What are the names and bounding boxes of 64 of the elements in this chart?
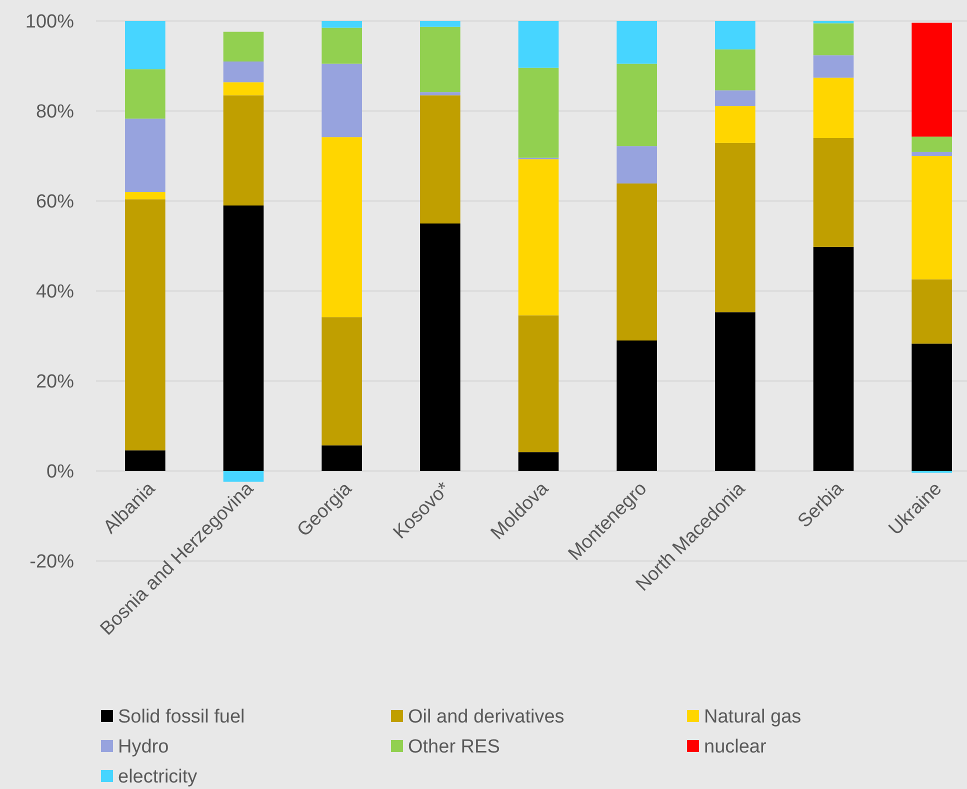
bar bbox=[616, 64, 657, 146]
bar bbox=[616, 340, 657, 471]
bar bbox=[813, 78, 854, 138]
bar bbox=[813, 246, 854, 471]
bar bbox=[912, 156, 952, 280]
bar bbox=[223, 62, 264, 82]
y-tick-label: 80% bbox=[36, 102, 74, 123]
bar bbox=[518, 68, 559, 158]
y-tick-label: 0% bbox=[46, 462, 74, 483]
legend-label: nuclear bbox=[704, 736, 767, 758]
legend-label: Oil and derivatives bbox=[408, 706, 564, 728]
bar bbox=[715, 312, 756, 471]
bar bbox=[223, 32, 264, 62]
bar bbox=[715, 142, 756, 312]
legend-label: Other RES bbox=[408, 736, 500, 758]
bar bbox=[518, 315, 559, 452]
bar bbox=[125, 192, 166, 200]
bar bbox=[322, 28, 362, 64]
bar bbox=[125, 199, 166, 450]
bar bbox=[616, 183, 657, 340]
bar bbox=[322, 317, 362, 446]
y-tick-label: 40% bbox=[36, 282, 74, 303]
bar bbox=[420, 92, 460, 96]
bar bbox=[912, 22, 952, 137]
bar bbox=[420, 224, 460, 471]
bar bbox=[223, 471, 264, 482]
bar bbox=[912, 344, 952, 471]
bar bbox=[518, 21, 559, 68]
bar bbox=[125, 69, 166, 119]
bar bbox=[322, 445, 362, 471]
bar bbox=[715, 90, 756, 106]
bar bbox=[518, 159, 559, 316]
y-tick-label: 20% bbox=[36, 372, 74, 393]
legend-label: electricity bbox=[118, 766, 198, 788]
bar bbox=[813, 23, 854, 56]
bar bbox=[223, 206, 264, 471]
bar bbox=[616, 146, 657, 184]
bar bbox=[125, 450, 166, 471]
y-tick-label: -20% bbox=[30, 552, 74, 573]
bar bbox=[420, 95, 460, 224]
bar bbox=[420, 21, 460, 27]
bar bbox=[322, 64, 362, 138]
bar bbox=[715, 21, 756, 50]
bar bbox=[912, 279, 952, 344]
bar bbox=[715, 106, 756, 143]
y-tick-label: 60% bbox=[36, 192, 74, 213]
bar bbox=[223, 82, 264, 96]
bar bbox=[223, 95, 264, 206]
legend-label: Solid fossil fuel bbox=[118, 706, 245, 728]
bar bbox=[813, 55, 854, 78]
bar bbox=[125, 118, 166, 192]
bar bbox=[912, 152, 952, 156]
bar bbox=[616, 21, 657, 64]
y-tick-label: 100% bbox=[25, 12, 74, 33]
bar bbox=[125, 21, 166, 70]
bar bbox=[322, 21, 362, 28]
bar bbox=[322, 137, 362, 318]
bar bbox=[912, 136, 952, 152]
bar bbox=[518, 452, 559, 471]
legend-label: Natural gas bbox=[704, 706, 802, 728]
bar bbox=[813, 138, 854, 247]
bar bbox=[420, 26, 460, 92]
legend-label: Hydro bbox=[118, 736, 169, 758]
bar bbox=[715, 49, 756, 90]
